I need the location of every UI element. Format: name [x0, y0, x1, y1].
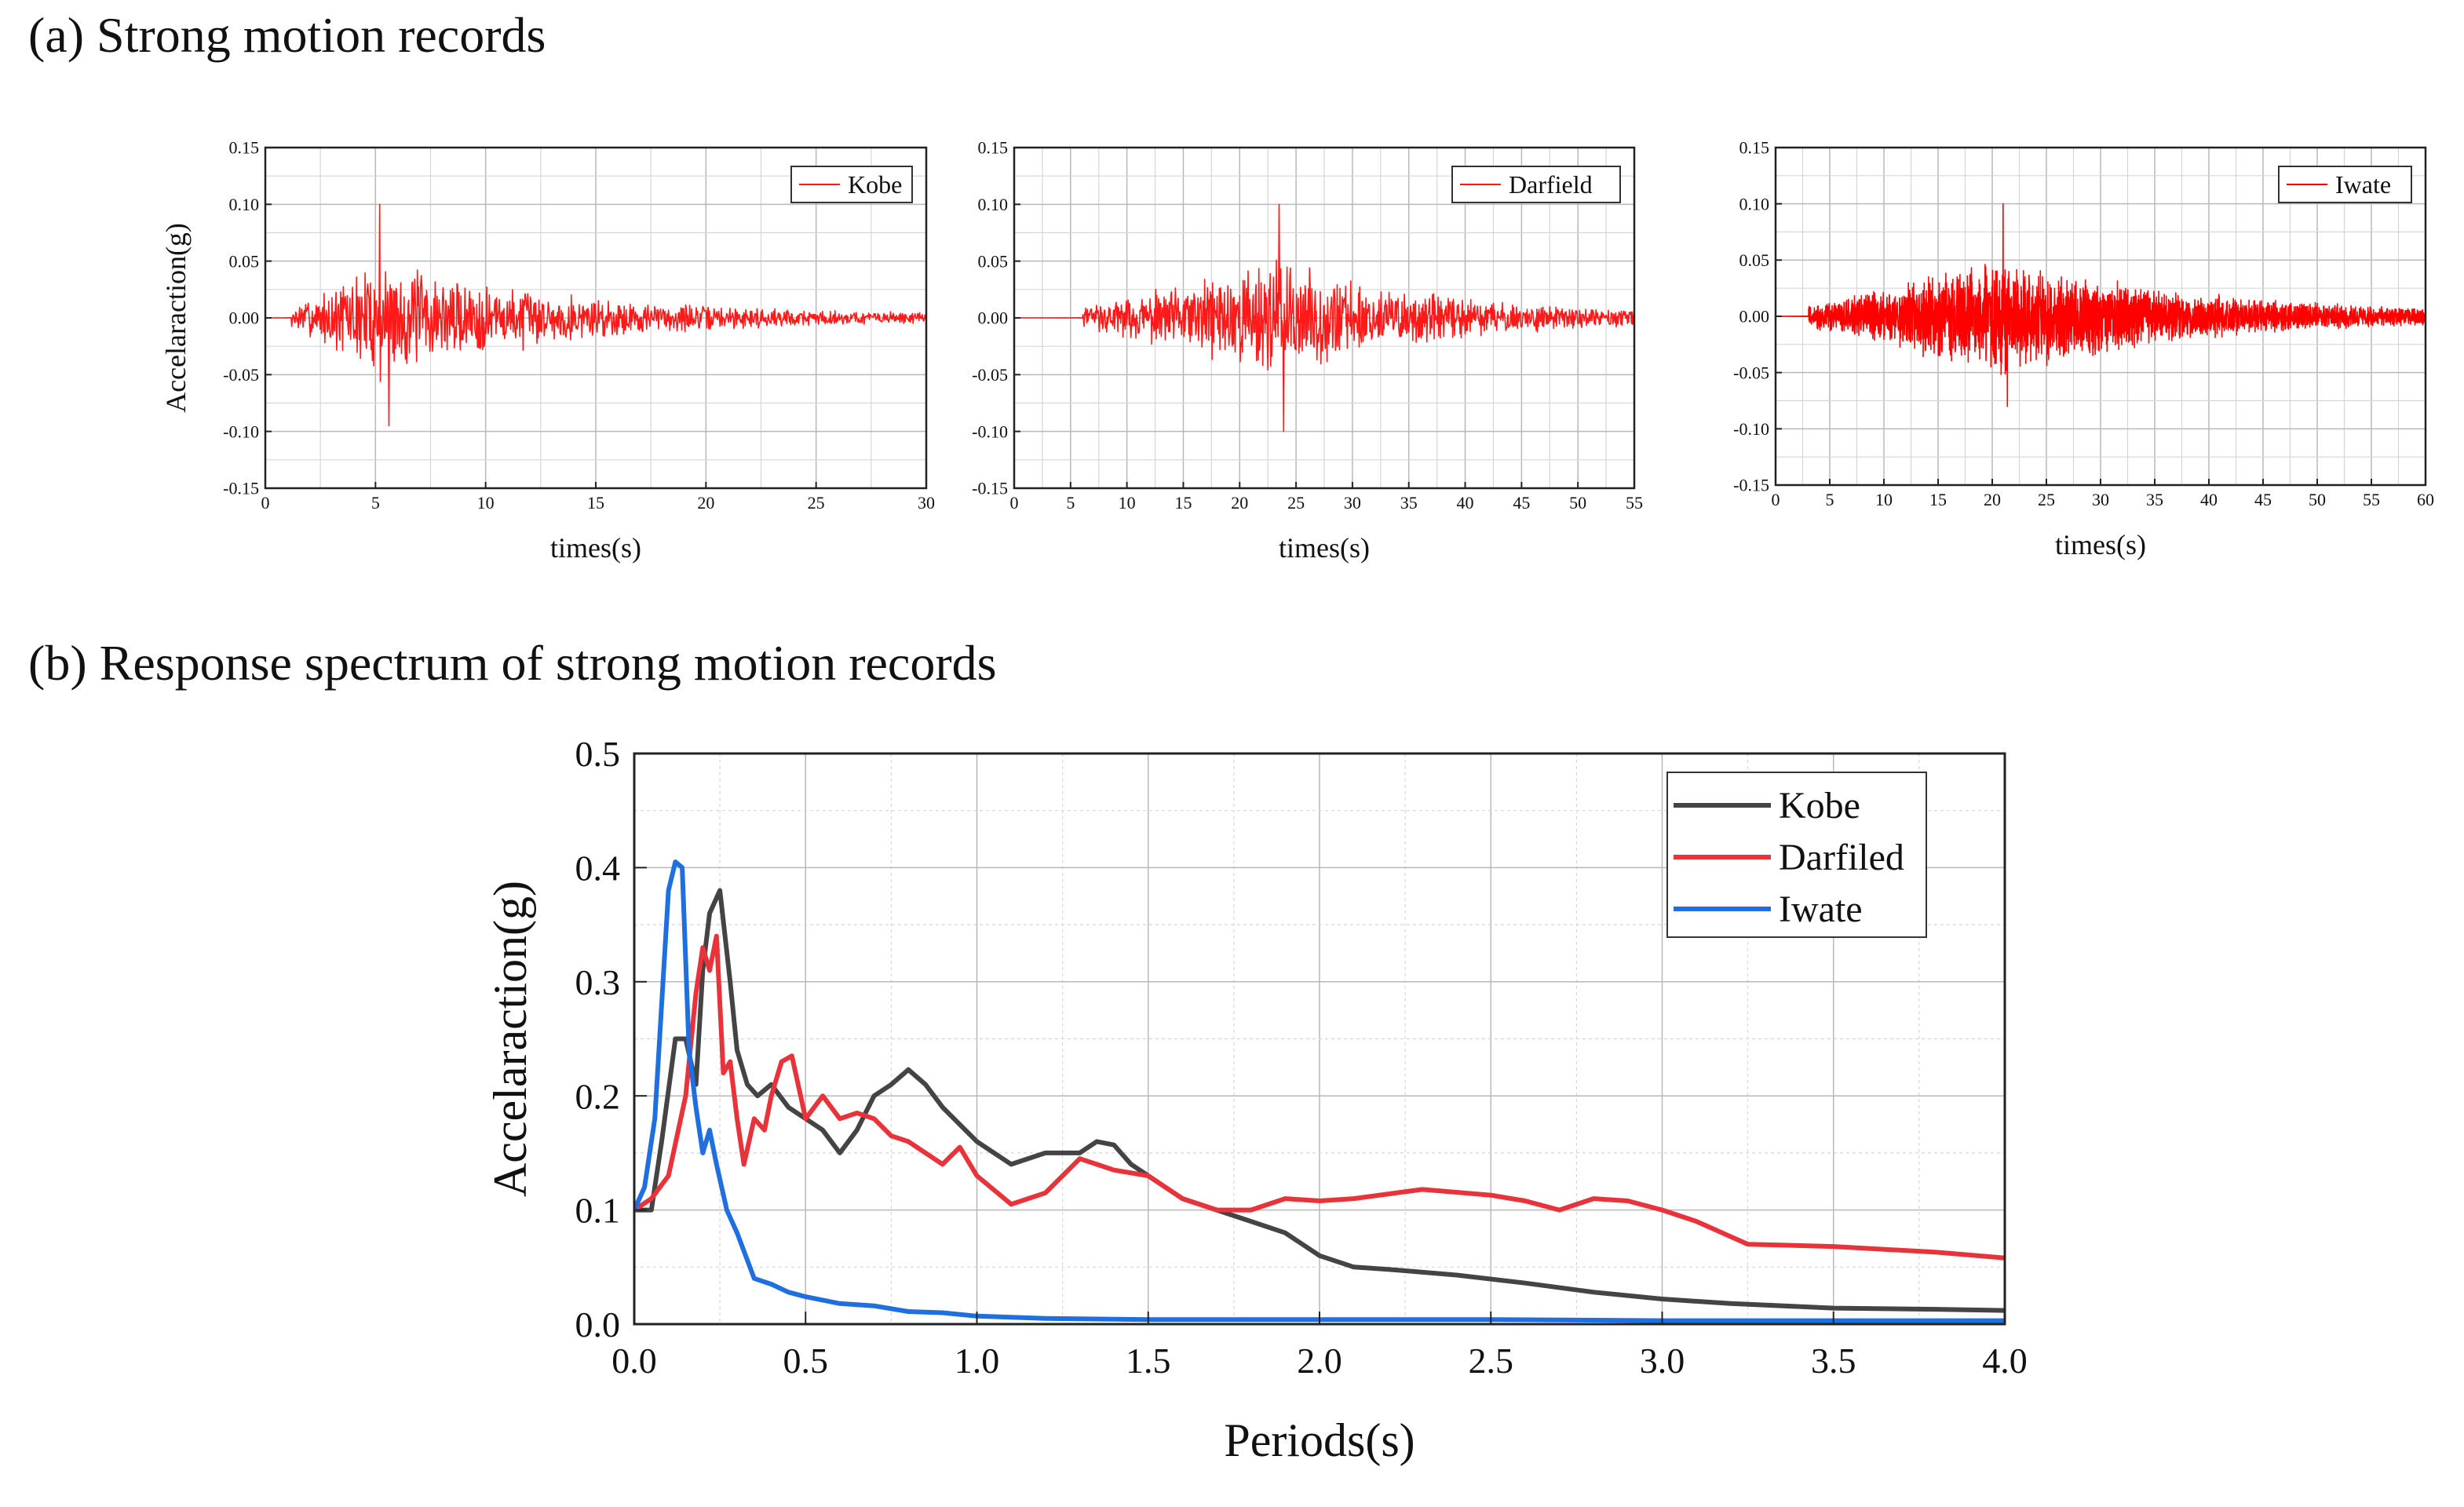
y-tick-label: -0.05 — [972, 365, 1008, 385]
x-tick-label: 35 — [2146, 490, 2163, 509]
legend-label: Darfield — [1509, 170, 1593, 199]
legend-label: Darfiled — [1779, 837, 1904, 878]
series-line-darfiled — [634, 933, 2005, 1261]
x-tick-label: 25 — [2038, 490, 2055, 509]
y-tick-label: 0.15 — [1739, 138, 1770, 158]
chart-1: 0 5 10 15 20 25 30 0.15 0.10 0.05 0.00 -0.05 -0.10 -0… — [160, 138, 935, 564]
x-tick-label: 55 — [2363, 490, 2380, 509]
x-tick-label: 40 — [2200, 490, 2218, 509]
legend-label: Kobe — [848, 170, 902, 199]
legend: Iwate — [2278, 166, 2412, 203]
series-line-kobe — [634, 888, 2005, 1313]
x-tick-label: 30 — [2092, 490, 2109, 509]
x-tick-label: 15 — [1929, 490, 1947, 509]
x-tick-label: 5 — [1066, 493, 1075, 513]
x-tick-label: 0 — [1772, 490, 1780, 509]
x-tick-label: 45 — [1513, 493, 1530, 513]
x-tick-label: 15 — [587, 493, 604, 513]
legend-label: Kobe — [1779, 785, 1860, 826]
y-tick-label: 0.10 — [1739, 194, 1770, 213]
x-tick-label: 55 — [1626, 493, 1643, 513]
x-tick-label: 10 — [1875, 490, 1893, 509]
y-tick-label: 0.4 — [575, 848, 621, 889]
y-tick-label: -0.15 — [223, 479, 259, 498]
x-tick-label: 10 — [477, 493, 495, 513]
legend: Kobe — [790, 166, 913, 203]
x-tick-label: 25 — [808, 493, 825, 513]
x-axis-label: times(s) — [550, 532, 641, 564]
x-tick-label: 2.0 — [1297, 1341, 1342, 1381]
x-tick-label: 0 — [1010, 493, 1019, 513]
x-tick-label: 45 — [2254, 490, 2272, 509]
x-axis-label: times(s) — [2055, 529, 2146, 560]
legend-label: Iwate — [1779, 889, 1863, 930]
x-tick-label: 0.0 — [611, 1341, 657, 1381]
section-b-title: (b) Response spectrum of strong motion r… — [28, 635, 997, 691]
section-a-title: (a) Strong motion records — [28, 7, 546, 63]
chart-2: 0 5 10 15 20 25 30 35 40 45 50 55 0.15 0.10 0.05 0.00 -0… — [972, 138, 1643, 564]
x-tick-label: 20 — [1231, 493, 1248, 513]
x-tick-label: 2.5 — [1469, 1341, 1514, 1381]
y-tick-label: -0.10 — [972, 421, 1008, 441]
x-tick-label: 35 — [1400, 493, 1418, 513]
y-tick-label: -0.15 — [972, 479, 1008, 498]
x-tick-label: 30 — [1344, 493, 1361, 513]
x-tick-label: 5 — [371, 493, 380, 513]
y-tick-label: -0.05 — [1733, 363, 1769, 382]
legend-label: Iwate — [2335, 170, 2391, 199]
y-tick-label: 0.0 — [575, 1304, 621, 1345]
y-tick-label: 0.10 — [229, 195, 260, 214]
x-tick-label: 1.0 — [955, 1341, 1000, 1381]
y-tick-label: 0.15 — [229, 138, 260, 158]
x-tick-label: 20 — [697, 493, 714, 513]
y-tick-label: 0.1 — [575, 1191, 621, 1231]
legend: Darfield — [1451, 166, 1621, 203]
series-line-iwate — [1776, 203, 2426, 407]
y-axis-label: Accelaraction(g) — [160, 223, 192, 413]
x-tick-label: 0 — [261, 493, 270, 513]
y-tick-label: 0.00 — [978, 308, 1009, 328]
x-tick-label: 15 — [1174, 493, 1192, 513]
y-tick-label: -0.15 — [1733, 476, 1769, 495]
x-tick-label: 25 — [1287, 493, 1305, 513]
x-tick-label: 3.5 — [1811, 1341, 1856, 1381]
y-tick-label: 0.2 — [575, 1076, 621, 1116]
x-tick-label: 5 — [1826, 490, 1834, 509]
chart-4: 0.0 0.5 1.0 1.5 2.0 2.5 3.0 3.5 4.0 0.0 0.1 0.2 0.3 0… — [484, 734, 2028, 1466]
x-tick-label: 50 — [2309, 490, 2326, 509]
y-tick-label: 0.10 — [978, 195, 1009, 214]
x-tick-label: 50 — [1569, 493, 1586, 513]
x-axis-label: Periods(s) — [1224, 1414, 1415, 1466]
x-tick-label: 0.5 — [783, 1341, 829, 1381]
x-tick-label: 3.0 — [1640, 1341, 1685, 1381]
x-axis-label: times(s) — [1279, 532, 1370, 564]
y-tick-label: 0.05 — [1739, 250, 1770, 270]
x-tick-label: 40 — [1457, 493, 1474, 513]
x-tick-label: 1.5 — [1126, 1341, 1171, 1381]
legend-box — [790, 166, 913, 203]
y-tick-label: 0.00 — [229, 308, 260, 328]
x-tick-label: 30 — [918, 493, 935, 513]
series-line-iwate — [634, 859, 2005, 1323]
y-tick-label: 0.05 — [978, 251, 1009, 271]
y-tick-label: 0.5 — [575, 734, 621, 774]
x-tick-label: 20 — [1984, 490, 2001, 509]
x-tick-label: 10 — [1119, 493, 1136, 513]
legend: Kobe Darfiled Iwate — [1666, 772, 1927, 938]
chart-3: 0 5 10 15 20 25 30 35 40 45 50 55 60 0.15 0.10 0.05 0.00… — [1733, 138, 2434, 560]
y-tick-label: 0.15 — [978, 138, 1009, 158]
y-tick-label: -0.10 — [223, 421, 259, 441]
x-tick-label: 60 — [2417, 490, 2434, 509]
y-tick-label: -0.10 — [1733, 419, 1769, 439]
y-tick-label: 0.05 — [229, 251, 260, 271]
series-line-kobe — [265, 203, 926, 427]
series-line-darfield — [1014, 203, 1634, 432]
y-axis-label: Accelaraction(g) — [484, 881, 536, 1197]
y-tick-label: -0.05 — [223, 365, 259, 385]
y-tick-label: 0.3 — [575, 962, 621, 1002]
y-tick-label: 0.00 — [1739, 307, 1770, 327]
x-tick-label: 4.0 — [1982, 1341, 2028, 1381]
